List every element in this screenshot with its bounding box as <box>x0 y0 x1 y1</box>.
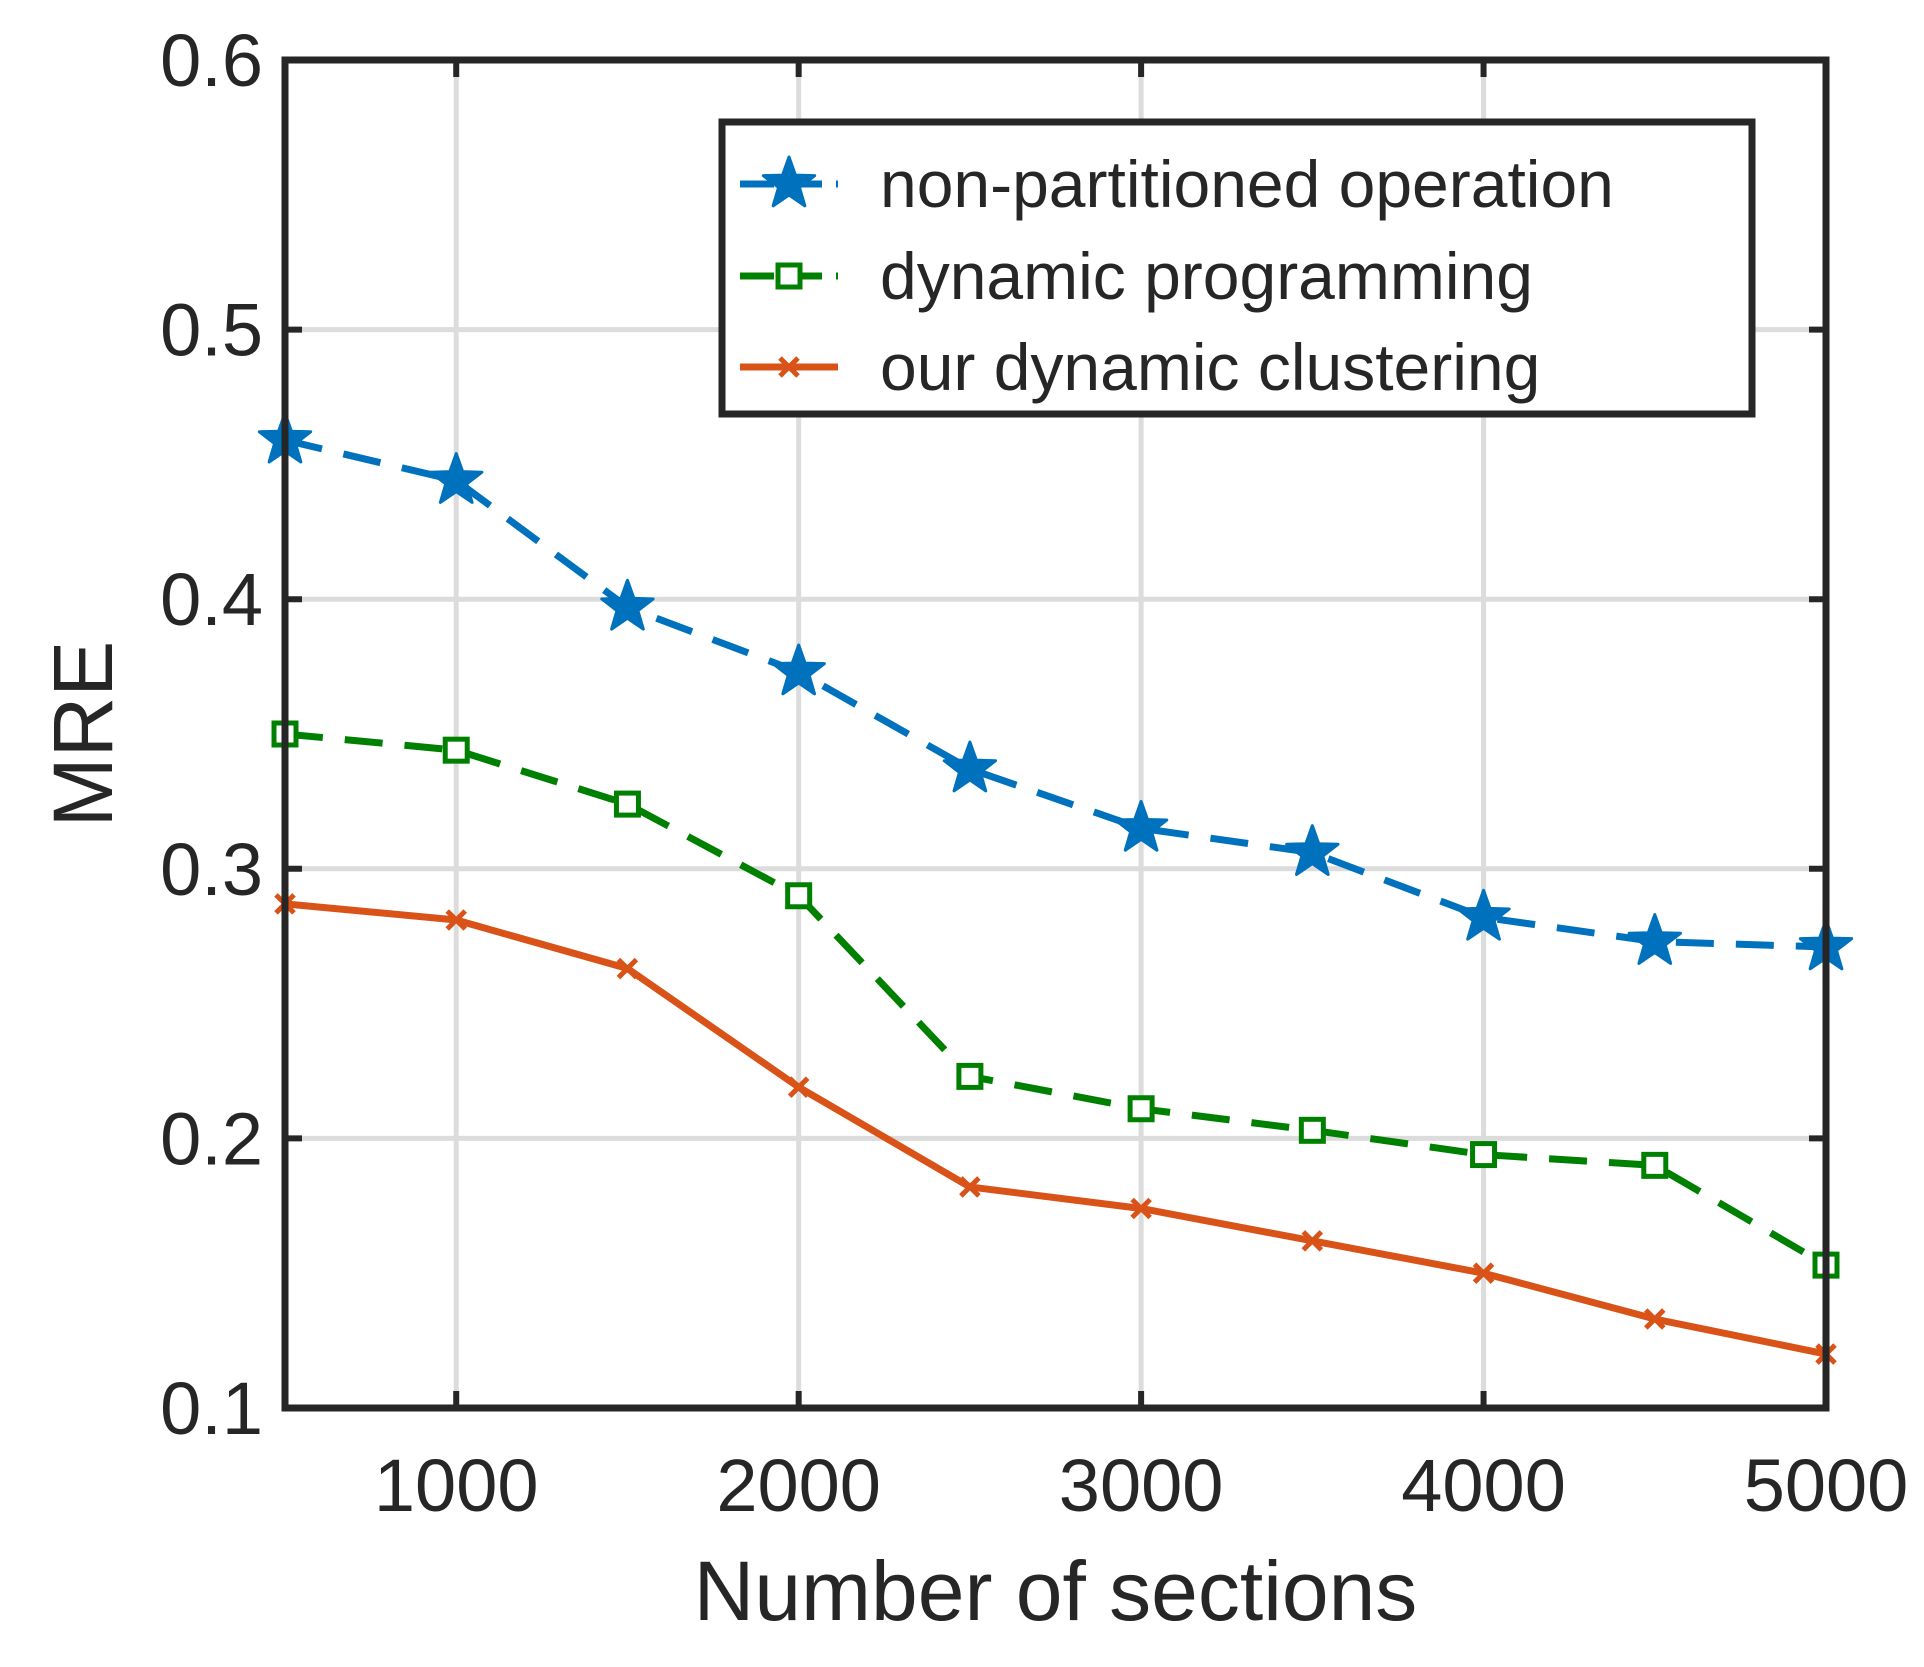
data-point-non-partitioned-operation <box>429 452 484 504</box>
legend-marker-our-dynamic-clustering-stroke <box>778 356 800 378</box>
y-tick-label: 0.2 <box>160 1097 263 1180</box>
legend-item-our-dynamic-clustering: our dynamic clustering <box>740 330 1540 404</box>
data-point-our-dynamic-clustering <box>1301 1230 1324 1252</box>
series-dynamic-programming <box>271 720 1840 1279</box>
data-point-our-dynamic-clustering <box>787 1076 810 1098</box>
legend-label-dynamic-programming: dynamic programming <box>880 239 1533 313</box>
data-point-our-dynamic-clustering-stroke <box>1301 1230 1324 1252</box>
legend-item-dynamic-programming: dynamic programming <box>740 239 1533 313</box>
data-point-non-partitioned-operation <box>1627 913 1682 965</box>
legend: non-partitioned operation dynamic program… <box>718 118 1756 418</box>
x-tick-label: 5000 <box>1744 1444 1909 1527</box>
data-point-non-partitioned-operation <box>942 740 998 793</box>
data-point-our-dynamic-clustering <box>1644 1308 1666 1330</box>
series-group <box>257 411 1854 1365</box>
legend-marker-non-partitioned-operation <box>761 155 817 208</box>
data-point-our-dynamic-clustering-stroke <box>1130 1197 1152 1220</box>
legend-label-our-dynamic-clustering: our dynamic clustering <box>880 330 1540 404</box>
series-our-dynamic-clustering <box>274 893 1837 1365</box>
x-tick-label: 3000 <box>1059 1444 1224 1527</box>
data-point-dynamic-programming <box>785 882 813 910</box>
y-tick-label: 0.3 <box>160 828 263 911</box>
series-non-partitioned-operation <box>257 411 1854 971</box>
x-tick-label: 4000 <box>1401 1444 1566 1527</box>
x-axis-title: Number of sections <box>694 1544 1418 1638</box>
data-point-dynamic-programming <box>442 736 470 764</box>
data-point-our-dynamic-clustering-stroke <box>959 1176 981 1198</box>
data-point-our-dynamic-clustering-stroke <box>1472 1262 1495 1284</box>
data-point-our-dynamic-clustering-stroke <box>445 909 467 931</box>
data-point-our-dynamic-clustering-stroke <box>1644 1308 1666 1330</box>
data-point-our-dynamic-clustering <box>616 957 639 980</box>
series-line-non-partitioned-operation <box>284 436 1827 951</box>
y-tick-label: 0.4 <box>160 558 263 641</box>
series-line-dynamic-programming <box>284 730 1828 1269</box>
data-point-non-partitioned-operation <box>1113 799 1169 852</box>
data-point-our-dynamic-clustering-stroke <box>616 957 639 980</box>
y-tick-label: 0.1 <box>160 1367 263 1450</box>
data-point-our-dynamic-clustering <box>1130 1197 1152 1220</box>
tick-labels: 1000 2000 3000 4000 5000 0.1 0.2 0.3 0.4 0.5 0.6 <box>160 19 1908 1527</box>
y-tick-label: 0.5 <box>160 289 263 372</box>
data-point-non-partitioned-operation <box>600 578 655 631</box>
data-point-dynamic-programming <box>1127 1095 1155 1123</box>
data-point-dynamic-programming <box>613 790 641 818</box>
data-point-non-partitioned-operation <box>1285 824 1340 876</box>
x-tick-label: 2000 <box>716 1444 881 1527</box>
data-point-our-dynamic-clustering <box>959 1176 981 1198</box>
series-line-our-dynamic-clustering <box>284 900 1827 1358</box>
legend-item-non-partitioned-operation: non-partitioned operation <box>740 147 1614 221</box>
legend-marker-dynamic-programming <box>775 262 803 290</box>
data-point-our-dynamic-clustering <box>1472 1262 1495 1284</box>
data-point-non-partitioned-operation <box>771 643 826 696</box>
data-point-non-partitioned-operation <box>1456 888 1511 941</box>
data-point-our-dynamic-clustering <box>445 909 467 931</box>
data-point-dynamic-programming <box>1641 1151 1669 1179</box>
legend-marker-our-dynamic-clustering <box>778 356 800 378</box>
y-axis-title: MRE <box>36 641 130 828</box>
x-tick-label: 1000 <box>374 1444 539 1527</box>
legend-box <box>718 118 1756 418</box>
data-point-our-dynamic-clustering-stroke <box>787 1076 810 1098</box>
legend-label-non-partitioned-operation: non-partitioned operation <box>880 147 1614 221</box>
data-point-dynamic-programming <box>1298 1116 1326 1144</box>
plot-area-frame <box>281 56 1830 1412</box>
y-tick-label: 0.6 <box>160 19 263 102</box>
data-point-dynamic-programming <box>1470 1141 1498 1169</box>
data-point-dynamic-programming <box>956 1062 984 1090</box>
